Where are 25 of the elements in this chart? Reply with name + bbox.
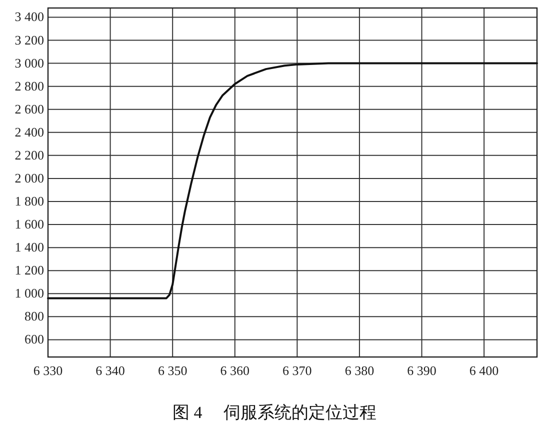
x-tick-label: 6 350 bbox=[158, 363, 188, 378]
y-tick-label: 600 bbox=[24, 332, 44, 347]
y-tick-label: 3 000 bbox=[14, 55, 44, 70]
x-tick-label: 6 380 bbox=[344, 363, 374, 378]
x-tick-label: 6 370 bbox=[282, 363, 312, 378]
y-tick-label: 2 000 bbox=[14, 170, 44, 186]
caption: 图 4 伺服系统的定位过程 bbox=[172, 403, 376, 422]
y-tick-label: 3 200 bbox=[14, 32, 44, 48]
y-tick-label: 2 400 bbox=[14, 124, 44, 140]
x-tick-label: 6 340 bbox=[96, 363, 125, 378]
y-tick-label: 1 400 bbox=[14, 240, 44, 255]
line-series bbox=[47, 62, 538, 300]
y-tick-label: 2 200 bbox=[14, 147, 44, 162]
x-tick-label: 6 360 bbox=[220, 363, 250, 378]
y-tick-label: 800 bbox=[24, 308, 44, 324]
x-tick-label: 6 390 bbox=[407, 363, 436, 378]
y-tick-label: 1 600 bbox=[14, 216, 44, 232]
x-tick-label: 6 400 bbox=[469, 363, 499, 378]
y-tick-label: 3 400 bbox=[14, 9, 44, 24]
x-tick-label: 6 330 bbox=[33, 363, 63, 378]
y-tick-label: 1 800 bbox=[14, 194, 44, 209]
y-tick-label: 2 600 bbox=[14, 101, 44, 116]
y-tick-label: 1 000 bbox=[14, 286, 44, 301]
y-tick-label: 1 200 bbox=[14, 262, 44, 278]
y-tick-label: 2 800 bbox=[14, 78, 44, 94]
